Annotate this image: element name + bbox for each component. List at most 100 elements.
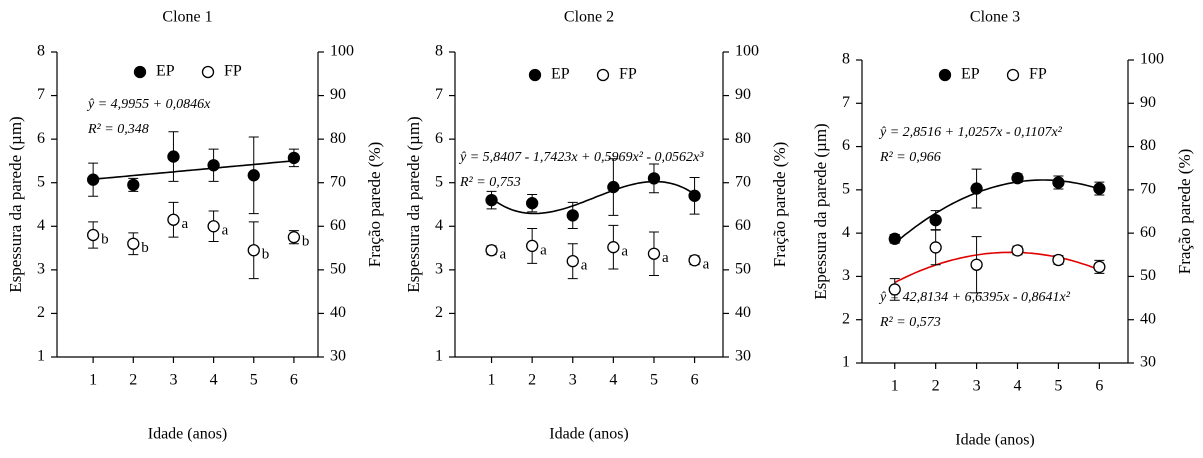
y2-tick-label: 80: [735, 130, 751, 147]
y2-axis-label: Fração parede (%): [365, 142, 384, 268]
point: [929, 241, 942, 254]
x-tick-label: 4: [1014, 378, 1022, 395]
point: [1052, 176, 1065, 189]
legend-label: FP: [1029, 66, 1047, 83]
y2-tick-label: 70: [1140, 181, 1156, 198]
point-label: a: [222, 223, 229, 239]
y2-tick-label: 30: [330, 348, 346, 365]
fit-r2: R² = 0,348: [87, 122, 149, 137]
point: [526, 197, 539, 210]
point: [688, 189, 701, 202]
y2-tick-label: 40: [330, 304, 346, 321]
point: [566, 209, 579, 222]
chart-title: Clone 3: [970, 9, 1020, 26]
y2-axis-label: Fração parede (%): [1175, 149, 1194, 275]
y2-tick-label: 100: [735, 43, 759, 60]
y-tick-label: 3: [435, 261, 443, 278]
y2-tick-label: 60: [735, 217, 751, 234]
x-axis-label: Idade (anos): [148, 426, 228, 443]
y2-tick-label: 90: [1140, 94, 1156, 111]
x-tick-label: 5: [250, 372, 258, 389]
x-tick-label: 2: [528, 372, 536, 389]
point: [688, 254, 701, 267]
y-tick-label: 6: [842, 137, 850, 154]
legend-label: FP: [224, 63, 242, 80]
point: [485, 193, 498, 207]
x-tick-label: 2: [129, 372, 137, 389]
point: [1093, 260, 1106, 274]
x-tick-label: 3: [569, 372, 577, 389]
fit-curve: [894, 179, 1100, 244]
point: [888, 232, 901, 245]
y-tick-label: 2: [435, 304, 443, 321]
legend-marker: [133, 65, 147, 79]
point: [207, 159, 220, 172]
legend-marker: [596, 68, 610, 82]
point: [485, 244, 498, 257]
y-axis-label: Espessura da parede (µm): [6, 116, 25, 292]
y-tick-label: 5: [37, 173, 45, 190]
point-label: a: [581, 258, 588, 274]
fit-r2: R² = 0,753: [459, 175, 521, 190]
point: [607, 241, 620, 254]
y-tick-label: 2: [842, 310, 850, 327]
x-tick-label: 1: [89, 372, 97, 389]
y2-tick-label: 90: [330, 86, 346, 103]
point: [207, 220, 220, 233]
fit-r2: R² = 0,966: [879, 150, 941, 165]
point: [970, 258, 983, 271]
point: [167, 213, 180, 226]
legend-label: EP: [551, 66, 570, 83]
legend-marker: [1006, 68, 1020, 82]
point: [929, 214, 942, 227]
fit-equation: ŷ = 5,8407 - 1,7423x + 0,5969x² - 0,0562…: [458, 150, 704, 165]
y-tick-label: 4: [842, 224, 850, 241]
point: [86, 173, 100, 186]
fit-curve: [93, 160, 294, 180]
point-label: a: [662, 250, 669, 266]
point-label: a: [500, 247, 507, 263]
x-axis-label: Idade (anos): [955, 432, 1035, 449]
x-tick-label: 5: [650, 372, 658, 389]
point: [127, 237, 140, 250]
x-tick-label: 4: [210, 372, 218, 389]
legend-label: EP: [156, 63, 175, 80]
y-tick-label: 4: [37, 217, 45, 234]
legend-label: FP: [619, 66, 637, 83]
y-tick-label: 6: [435, 130, 443, 147]
y-tick-label: 3: [37, 261, 45, 278]
y-tick-label: 1: [37, 348, 45, 365]
point: [287, 231, 301, 244]
y-tick-label: 2: [37, 304, 45, 321]
y2-tick-label: 40: [735, 304, 751, 321]
y2-tick-label: 50: [330, 261, 346, 278]
y-tick-label: 8: [435, 43, 443, 60]
y2-tick-label: 60: [330, 217, 346, 234]
point-label: b: [262, 247, 270, 263]
x-tick-label: 1: [891, 378, 899, 395]
y2-tick-label: 100: [1140, 51, 1164, 68]
y-tick-label: 7: [842, 94, 850, 111]
chart-title: Clone 2: [564, 9, 614, 26]
x-tick-label: 5: [1054, 378, 1062, 395]
y-tick-label: 1: [842, 354, 850, 371]
legend-marker: [201, 65, 215, 79]
y2-tick-label: 40: [1140, 310, 1156, 327]
point: [127, 178, 140, 192]
point-label: a: [621, 244, 628, 260]
x-tick-label: 6: [1095, 378, 1103, 395]
point: [647, 172, 661, 185]
y2-tick-label: 50: [735, 261, 751, 278]
y2-tick-label: 30: [1140, 354, 1156, 371]
point: [970, 182, 983, 195]
point: [1093, 182, 1106, 195]
x-tick-label: 3: [169, 372, 177, 389]
y-axis-label: Espessura da parede (µm): [404, 116, 423, 292]
point: [607, 180, 620, 194]
y-tick-label: 7: [37, 86, 45, 103]
point: [888, 283, 901, 296]
point: [1011, 172, 1024, 185]
x-tick-label: 1: [488, 372, 496, 389]
point: [287, 151, 301, 165]
